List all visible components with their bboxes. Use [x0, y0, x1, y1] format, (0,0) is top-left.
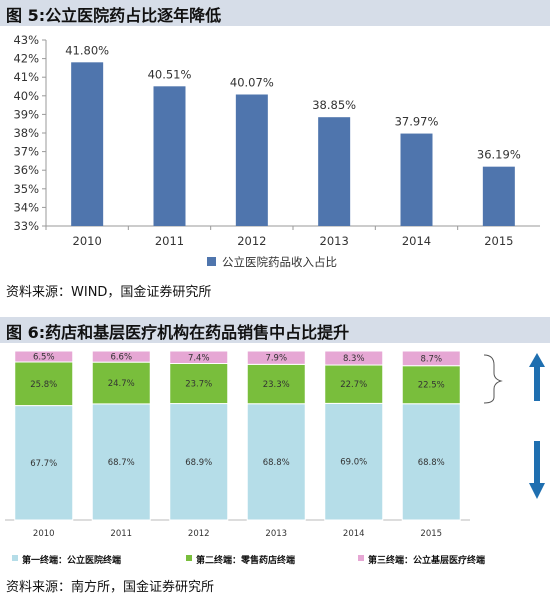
segment-label-2-2011: 24.7% — [108, 379, 135, 389]
x-tick-label-2013: 2013 — [320, 234, 349, 248]
segment-3-2014 — [324, 350, 384, 366]
segment-label-1-2014: 69.0% — [340, 458, 367, 468]
figure1-source: 资料来源：WIND，国金证券研究所 — [6, 285, 212, 300]
bar-2011 — [153, 86, 186, 226]
segment-2-2014 — [324, 364, 384, 404]
data-label-2011: 40.51% — [148, 67, 192, 81]
bar-chart-public-hospital-drug-ratio: 33% 34% 35% 36% 37% 38% 39% 40% 41% 42% 43% 41.80% 2… — [13, 33, 540, 269]
legend-label-1: 第一终端：公立医院终端 — [22, 554, 121, 566]
figure2-title-band: 图 6:药店和基层医疗机构在药品销售中占比提升 — [0, 317, 550, 343]
segment-1-2010 — [14, 405, 74, 521]
segment-1-2015 — [401, 403, 461, 521]
arrow-up-icon — [529, 353, 545, 401]
legend-swatch-1 — [12, 555, 18, 561]
arrow-down-icon — [529, 441, 545, 499]
segment-2-2012 — [169, 363, 229, 405]
data-label-2015: 36.19% — [477, 148, 521, 162]
segment-label-2-2014: 22.7% — [340, 380, 367, 390]
x-tick-label-2015: 2015 — [420, 529, 442, 539]
segment-label-2-2012: 23.7% — [185, 380, 212, 390]
segment-label-3-2010: 6.5% — [33, 352, 55, 362]
data-label-2010: 41.80% — [65, 43, 109, 57]
y-tick-label: 40% — [13, 89, 39, 103]
segment-3-2013 — [246, 350, 306, 365]
y-tick-label: 42% — [13, 52, 39, 66]
segment-label-3-2015: 8.7% — [420, 354, 442, 364]
x-tick-label-2013: 2013 — [265, 529, 287, 539]
stacked-bar-chart-terminal-share: 67.7% 25.8% 6.5% 2010 68.7% 24.7% 6.6% 2011 68.9… — [5, 350, 545, 566]
segment-1-2012 — [169, 403, 229, 521]
x-tick-label-2014: 2014 — [343, 529, 365, 539]
figure1-title-band: 图 5:公立医院药占比逐年降低 — [0, 0, 550, 26]
segment-3-2015 — [401, 350, 461, 367]
y-tick-label: 38% — [13, 126, 39, 140]
x-tick-label-2010: 2010 — [73, 234, 102, 248]
legend: 第一终端：公立医院终端 第二终端：零售药店终端 第三终端：公立基层医疗终端 — [12, 554, 485, 566]
x-tick-label-2011: 2011 — [110, 529, 132, 539]
y-tick-label: 43% — [13, 33, 39, 47]
data-label-2014: 37.97% — [395, 115, 439, 129]
segment-label-3-2014: 8.3% — [343, 354, 365, 364]
segment-label-1-2013: 68.8% — [263, 458, 290, 468]
brace-icon — [483, 354, 503, 404]
bar-2010 — [71, 62, 104, 226]
y-tick-label: 34% — [13, 200, 39, 214]
figure2-title: 图 6:药店和基层医疗机构在药品销售中占比提升 — [6, 323, 350, 342]
segment-label-2-2013: 23.3% — [263, 380, 290, 390]
legend-label-3: 第三终端：公立基层医疗终端 — [368, 554, 485, 566]
legend-label-2: 第二终端：零售药店终端 — [196, 554, 295, 566]
segment-label-3-2011: 6.6% — [110, 353, 132, 363]
x-tick-label-2011: 2011 — [155, 234, 184, 248]
x-tick-label-2012: 2012 — [188, 529, 210, 539]
x-tick-label-2014: 2014 — [402, 234, 431, 248]
legend: 公立医院药品收入占比 — [207, 255, 337, 269]
segment-3-2012 — [169, 350, 229, 365]
data-label-2013: 38.85% — [312, 98, 356, 112]
segment-label-1-2011: 68.7% — [108, 458, 135, 468]
x-tick-label-2015: 2015 — [484, 234, 513, 248]
figure1-title: 图 5:公立医院药占比逐年降低 — [6, 6, 222, 25]
y-tick-label: 41% — [13, 70, 39, 84]
segment-3-2010 — [14, 350, 74, 363]
segment-2-2011 — [91, 361, 151, 405]
segment-2-2015 — [401, 365, 461, 405]
y-tick-label: 35% — [13, 182, 39, 196]
x-tick-label-2012: 2012 — [237, 234, 266, 248]
y-tick-label: 37% — [13, 145, 39, 159]
segment-2-2010 — [14, 361, 74, 407]
figure2-source: 资料来源：南方所，国金证券研究所 — [6, 580, 215, 595]
segment-label-3-2012: 7.4% — [188, 353, 210, 363]
segment-label-1-2015: 68.8% — [418, 458, 445, 468]
bar-2013 — [318, 117, 351, 226]
y-tick-label: 39% — [13, 107, 39, 121]
segment-2-2013 — [246, 363, 306, 405]
bar-2015 — [482, 166, 515, 226]
segment-label-3-2013: 7.9% — [265, 354, 287, 364]
y-tick-label: 36% — [13, 163, 39, 177]
bar-2012 — [235, 94, 268, 226]
legend-swatch-3 — [358, 555, 364, 561]
segment-1-2014 — [324, 402, 384, 521]
legend-label: 公立医院药品收入占比 — [222, 255, 337, 269]
segment-1-2011 — [91, 403, 151, 521]
segment-label-1-2010: 67.7% — [30, 459, 57, 469]
segment-3-2011 — [91, 350, 151, 363]
x-tick-label-2010: 2010 — [33, 529, 55, 539]
segment-label-1-2012: 68.9% — [185, 458, 212, 468]
legend-swatch — [207, 257, 216, 266]
segment-label-2-2015: 22.5% — [418, 381, 445, 391]
y-tick-label: 33% — [13, 219, 39, 233]
bar-2014 — [400, 133, 433, 226]
legend-swatch-2 — [186, 555, 192, 561]
segment-label-2-2010: 25.8% — [30, 380, 57, 390]
data-label-2012: 40.07% — [230, 75, 274, 89]
